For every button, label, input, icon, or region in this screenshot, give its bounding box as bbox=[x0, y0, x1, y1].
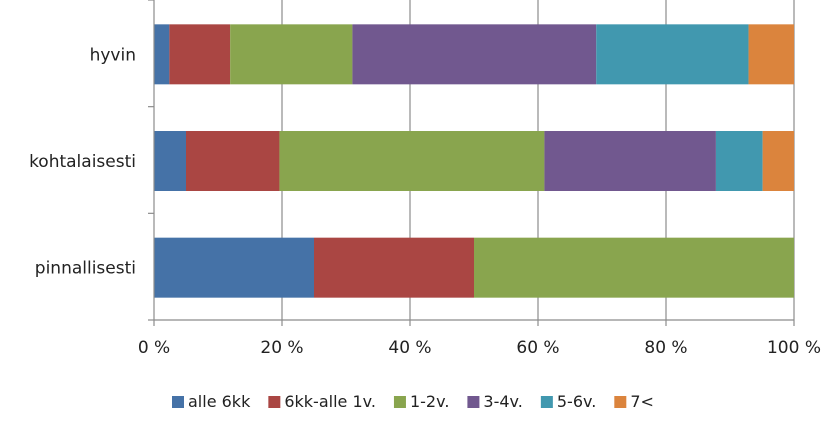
legend-swatch bbox=[172, 396, 184, 408]
legend-label: 6kk-alle 1v. bbox=[284, 392, 376, 411]
bar-segment bbox=[154, 24, 170, 85]
bar-segment bbox=[279, 131, 545, 191]
legend-label: 3-4v. bbox=[483, 392, 522, 411]
bar-segment bbox=[352, 24, 597, 85]
category-label: kohtalaisesti bbox=[29, 152, 136, 172]
bar-segment bbox=[314, 237, 474, 298]
legend-label: 7< bbox=[630, 392, 654, 411]
x-tick-label: 60 % bbox=[516, 338, 559, 358]
category-labels: hyvin kohtalaisesti pinnallisesti bbox=[29, 45, 136, 278]
x-tick-label: 100 % bbox=[767, 338, 821, 358]
legend-swatch bbox=[540, 396, 553, 408]
category-label: pinnallisesti bbox=[35, 259, 136, 279]
x-tick-label: 80 % bbox=[644, 338, 687, 358]
bar-segment bbox=[762, 131, 794, 191]
bar-segment bbox=[169, 24, 231, 85]
bar-segment bbox=[715, 131, 763, 191]
bar-segment bbox=[544, 131, 716, 191]
legend-swatch bbox=[614, 396, 627, 408]
legend-swatch bbox=[393, 396, 406, 408]
bar-segment bbox=[230, 24, 353, 85]
legend-label: alle 6kk bbox=[188, 392, 251, 411]
legend-label: 1-2v. bbox=[410, 392, 449, 411]
bar-segment bbox=[748, 24, 794, 85]
legend-swatch bbox=[268, 396, 281, 408]
bar-segment bbox=[154, 237, 314, 298]
legend-label: 5-6v. bbox=[557, 392, 596, 411]
axes bbox=[148, 0, 795, 326]
tick-labels: 0 % 20 % 40 % 60 % 80 % 100 % bbox=[138, 338, 821, 358]
bars bbox=[154, 24, 794, 298]
bar-segment bbox=[596, 24, 749, 85]
x-tick-label: 0 % bbox=[138, 338, 170, 358]
bar-segment bbox=[186, 131, 280, 191]
legend: alle 6kk 6kk-alle 1v. 1-2v. 3-4v. 5-6v. 7< bbox=[172, 392, 654, 411]
legend-swatch bbox=[467, 396, 480, 408]
category-label: hyvin bbox=[90, 45, 136, 65]
x-tick-label: 40 % bbox=[388, 338, 431, 358]
bar-segment bbox=[474, 237, 794, 298]
bar-segment bbox=[154, 131, 186, 191]
x-tick-label: 20 % bbox=[260, 338, 303, 358]
